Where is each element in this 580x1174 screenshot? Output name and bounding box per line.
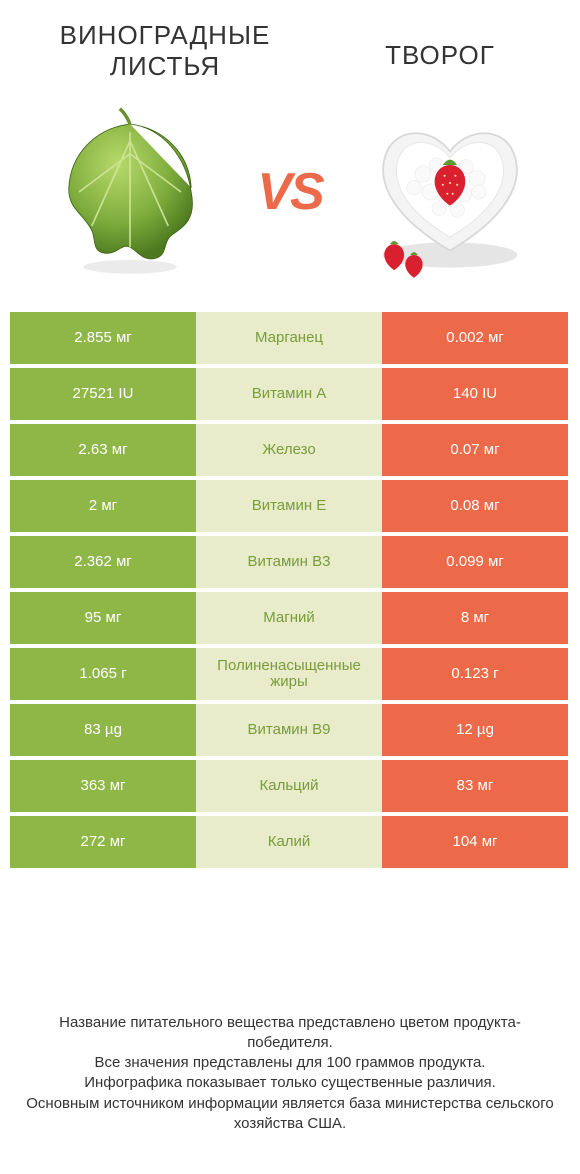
table-row: 272 мгКалий104 мг (10, 816, 570, 868)
images-row: VS (0, 92, 580, 312)
left-value: 2.362 мг (10, 536, 196, 588)
right-value: 12 µg (382, 704, 568, 756)
right-value: 0.099 мг (382, 536, 568, 588)
nutrient-name: Витамин A (196, 368, 382, 420)
vs-label: VS (257, 162, 322, 222)
header: ВИНОГРАДНЫЕ ЛИСТЬЯ ТВОРОГ (0, 0, 580, 92)
left-value: 2 мг (10, 480, 196, 532)
right-value: 0.08 мг (382, 480, 568, 532)
table-row: 2.63 мгЖелезо0.07 мг (10, 424, 570, 476)
left-value: 27521 IU (10, 368, 196, 420)
nutrient-name: Кальций (196, 760, 382, 812)
left-food-title: ВИНОГРАДНЫЕ ЛИСТЬЯ (40, 20, 290, 82)
left-value: 272 мг (10, 816, 196, 868)
nutrient-name: Марганец (196, 312, 382, 364)
right-food-title: ТВОРОГ (340, 20, 540, 71)
right-value: 0.07 мг (382, 424, 568, 476)
nutrition-table: 2.855 мгМарганец0.002 мг27521 IUВитамин … (10, 312, 570, 868)
grape-leaf-icon (40, 102, 220, 282)
table-row: 27521 IUВитамин A140 IU (10, 368, 570, 420)
right-value: 8 мг (382, 592, 568, 644)
table-row: 2.855 мгМарганец0.002 мг (10, 312, 570, 364)
table-row: 1.065 гПолиненасыщенные жиры0.123 г (10, 648, 570, 700)
cottage-cheese-icon (360, 102, 540, 282)
left-value: 2.855 мг (10, 312, 196, 364)
left-value: 83 µg (10, 704, 196, 756)
left-value: 95 мг (10, 592, 196, 644)
nutrient-name: Железо (196, 424, 382, 476)
footnote-line: Название питательного вещества представл… (59, 1014, 521, 1051)
right-value: 83 мг (382, 760, 568, 812)
left-value: 1.065 г (10, 648, 196, 700)
table-row: 2 мгВитамин E0.08 мг (10, 480, 570, 532)
nutrient-name: Магний (196, 592, 382, 644)
nutrient-name: Витамин E (196, 480, 382, 532)
right-value: 140 IU (382, 368, 568, 420)
right-value: 0.123 г (382, 648, 568, 700)
table-row: 363 мгКальций83 мг (10, 760, 570, 812)
nutrient-name: Витамин B3 (196, 536, 382, 588)
left-value: 363 мг (10, 760, 196, 812)
nutrient-name: Полиненасыщенные жиры (196, 648, 382, 700)
right-value: 104 мг (382, 816, 568, 868)
nutrient-name: Витамин B9 (196, 704, 382, 756)
right-value: 0.002 мг (382, 312, 568, 364)
table-row: 83 µgВитамин B912 µg (10, 704, 570, 756)
table-row: 2.362 мгВитамин B30.099 мг (10, 536, 570, 588)
table-row: 95 мгМагний8 мг (10, 592, 570, 644)
footnote-line: Все значения представлены для 100 граммо… (95, 1054, 486, 1071)
footnote-line: Инфографика показывает только существенн… (84, 1074, 496, 1091)
footnote-line: Основным источником информации является … (26, 1095, 553, 1132)
footnote: Название питательного вещества представл… (20, 1013, 560, 1135)
nutrient-name: Калий (196, 816, 382, 868)
left-value: 2.63 мг (10, 424, 196, 476)
